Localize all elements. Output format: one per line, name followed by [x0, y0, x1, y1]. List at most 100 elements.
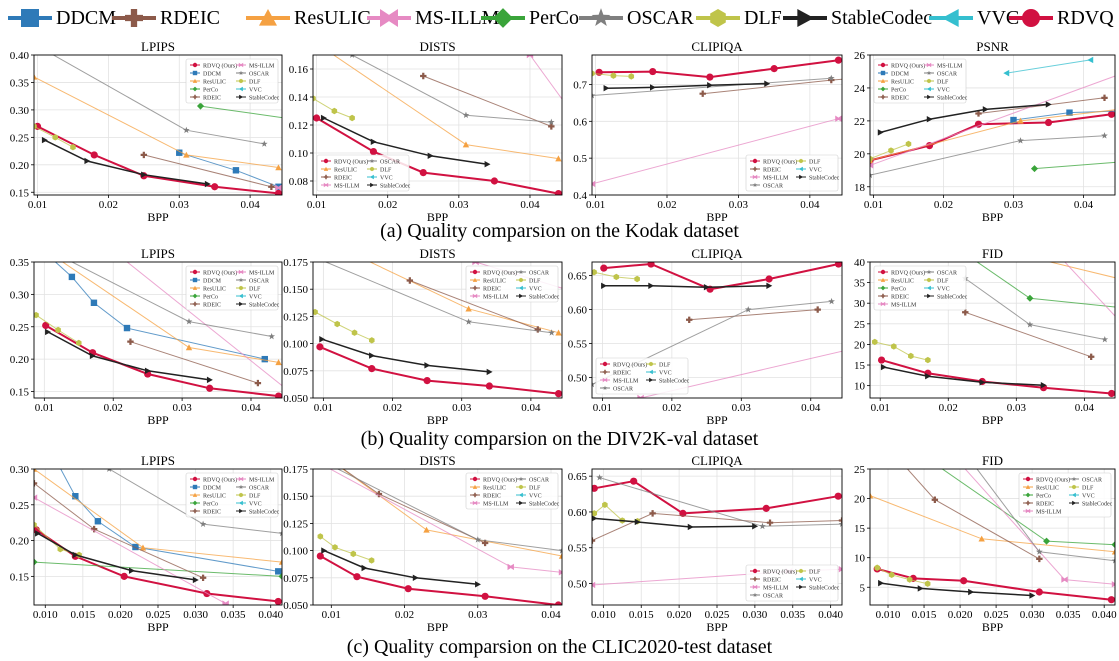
point-rdvq-ours	[90, 151, 98, 159]
inner-legend-marker-dlf	[519, 484, 523, 490]
x-tick-label: 0.030	[183, 609, 208, 621]
point-rdvq-ours	[834, 262, 842, 268]
inner-legend-marker-oscar	[752, 592, 758, 597]
point-rdeic	[268, 183, 275, 190]
point-stablecodec	[1029, 592, 1036, 599]
point-stablecodec	[35, 530, 41, 537]
y-tick-label: 20	[854, 149, 866, 161]
inner-legend-marker-ms-illm	[238, 269, 244, 275]
x-tick-label: 0.04	[1074, 199, 1094, 211]
inner-legend-marker-stablecodec	[519, 293, 524, 299]
inner-legend-label: StableCodec	[937, 294, 968, 300]
chart-title: DISTS	[419, 39, 455, 54]
series-line-dlf	[34, 524, 80, 556]
x-axis-label: BPP	[706, 620, 728, 634]
y-tick-label: 10	[854, 381, 866, 393]
inner-legend-marker-stablecodec	[799, 174, 804, 180]
inner-legend-marker-vvc	[238, 293, 243, 299]
inner-legend-label: OSCAR	[937, 71, 957, 77]
point-ms-illm	[1115, 72, 1119, 78]
inner-legend-marker-stablecodec	[927, 293, 932, 299]
point-rdeic	[254, 379, 262, 387]
series-line-ms-illm	[529, 55, 562, 100]
x-tick-label: 0.040	[818, 609, 843, 621]
y-tick-label: 5	[860, 582, 866, 594]
inner-legend-label: RDVQ (Ours)	[763, 158, 797, 165]
point-oscar	[744, 306, 752, 313]
y-tick-label: 0.25	[10, 132, 30, 144]
panel-2-4-fid: 0.01 0.02 0.03 0.04 10 15 20 25 30 35 40 FID BPP RDVQ…	[854, 246, 1116, 427]
x-tick-label: 0.02	[378, 199, 397, 211]
inner-legend-label: DLF	[809, 569, 821, 575]
inner-legend-marker-rdeic	[1025, 500, 1031, 506]
inner-legend-marker-dlf	[927, 78, 931, 84]
point-dlf	[871, 338, 878, 346]
legend-item-rdeic: RDEIC	[110, 6, 220, 30]
x-tick-label: 0.03	[468, 609, 488, 621]
point-oscar	[827, 74, 835, 82]
legend-item-resulic: ResULIC	[244, 6, 371, 30]
inner-legend-marker-stablecodec	[799, 584, 804, 590]
legend-swatch-rdvq-ours	[1009, 9, 1053, 27]
chart-title: PSNR	[976, 39, 1009, 54]
legend-marker-rdvq-ours	[1022, 9, 1040, 27]
inner-legend-label: VVC	[1082, 493, 1095, 499]
inner-legend-label: StableCodec	[659, 378, 690, 384]
point-rdvq-ours	[630, 477, 638, 485]
inner-legend-label: RDVQ (Ours)	[891, 62, 925, 69]
point-rdeic	[838, 517, 842, 524]
point-dlf	[76, 339, 82, 347]
inner-legend-label: DLF	[809, 159, 821, 165]
inner-legend-label: StableCodec	[249, 302, 280, 308]
point-dlf	[351, 329, 358, 336]
legend-marker-rdeic	[125, 9, 143, 27]
inner-legend-label: OSCAR	[529, 270, 549, 276]
chart-title: CLIPIQA	[691, 39, 743, 54]
series-line-rdeic	[409, 280, 538, 330]
legend-marker-perco	[493, 8, 513, 28]
point-resulic	[1017, 117, 1024, 124]
series-line-rdeic	[423, 75, 552, 127]
point-stablecodec	[603, 84, 610, 92]
inner-legend-label: RDVQ (Ours)	[891, 269, 925, 276]
y-tick-label: 0.050	[283, 393, 308, 405]
point-rdeic	[766, 519, 774, 526]
series-line-rdeic	[130, 341, 259, 384]
y-tick-label: 0.12	[289, 120, 308, 132]
point-oscar	[1101, 335, 1109, 343]
legend-swatch-resulic	[246, 9, 290, 26]
inner-legend-label: StableCodec	[249, 95, 280, 101]
y-tick-label: 0.5	[573, 153, 587, 165]
inner-legend-marker-dlf	[239, 78, 243, 84]
series-line-stablecodec	[323, 117, 488, 165]
inner-legend-marker-perco	[192, 500, 198, 506]
point-rdeic	[592, 537, 596, 544]
point-rdvq-ours	[369, 148, 378, 156]
inner-legend-label: MS-ILLM	[1036, 509, 1062, 515]
chart-title: LPIPS	[141, 453, 175, 468]
inner-legend-label: PerCo	[1036, 493, 1051, 499]
point-dlf	[925, 356, 931, 364]
inner-legend-marker-rdeic	[192, 301, 198, 307]
point-stablecodec	[878, 579, 885, 587]
inner-legend-label: OSCAR	[249, 278, 269, 284]
y-tick-label: 0.15	[10, 571, 30, 583]
inner-legend-label: VVC	[529, 286, 542, 292]
x-tick-label: 0.04	[520, 199, 540, 211]
series-line-ms-illm	[34, 497, 226, 605]
inner-legend-marker-oscar	[518, 476, 524, 481]
inner-legend-marker-oscar	[602, 385, 608, 390]
inner-legend-marker-stablecodec	[239, 508, 244, 514]
inner-legend-marker-oscar	[518, 269, 524, 274]
point-rdvq-ours	[419, 169, 427, 177]
inner-legend-label: MS-ILLM	[891, 302, 917, 308]
inner-legend-label: RDEIC	[203, 302, 221, 308]
inner-legend-marker-ms-illm	[752, 584, 758, 590]
point-oscar	[547, 118, 555, 126]
inner-legend-label: StableCodec	[1082, 501, 1113, 507]
series-line-rdvq-ours	[319, 345, 559, 395]
point-ddcm	[261, 355, 268, 363]
legend-marker-resulic	[259, 9, 277, 26]
panel-3-3-clipiqa: 0.010 0.015 0.020 0.025 0.030 0.035 0.040 0.50 0…	[568, 453, 844, 634]
point-stablecodec	[917, 585, 924, 592]
